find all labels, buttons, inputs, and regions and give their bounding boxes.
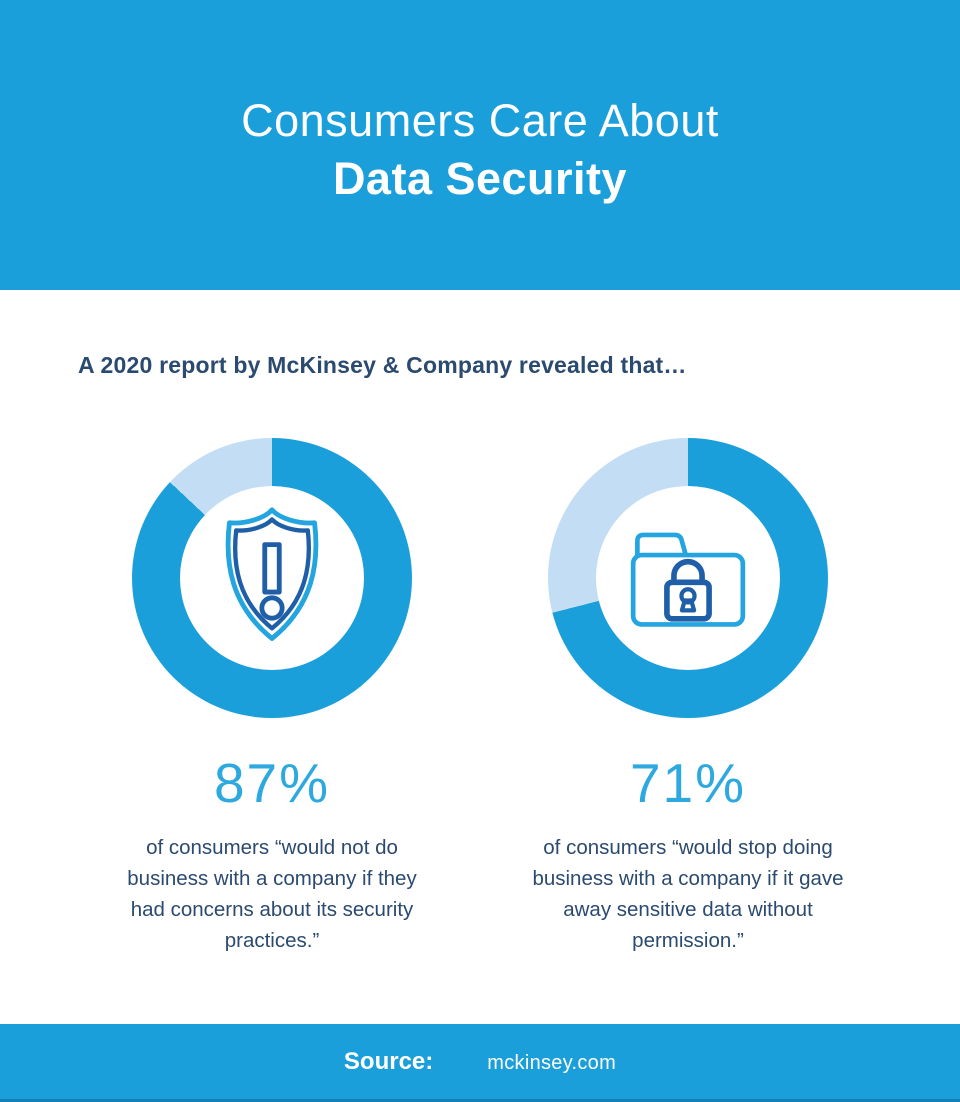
- stat-security-practices: 87% of consumers “would not do business …: [82, 438, 462, 956]
- donut-chart-87: [132, 438, 412, 718]
- shield-alert-icon: [225, 507, 319, 641]
- header-band: Consumers Care About Data Security: [0, 0, 960, 290]
- footer-band: Source: mckinsey.com: [0, 1024, 960, 1102]
- percent-value-71: 71%: [629, 752, 747, 814]
- source-label: Source:: [343, 1048, 434, 1075]
- donut-hole: [180, 486, 364, 670]
- donut-chart-71: [548, 438, 828, 718]
- intro-text: A 2020 report by McKinsey & Company reve…: [78, 352, 687, 378]
- source-value: mckinsey.com: [487, 1052, 617, 1074]
- stat-caption-87: of consumers “would not do business with…: [127, 836, 417, 952]
- donut-hole: [596, 486, 780, 670]
- folder-lock-icon: [630, 532, 746, 627]
- page-title-line-2: Data Security: [332, 153, 628, 204]
- stats-row: 87% of consumers “would not do business …: [0, 438, 960, 956]
- percent-value-87: 87%: [213, 752, 331, 814]
- stat-data-sharing: 71% of consumers “would stop doing busin…: [498, 438, 878, 956]
- stat-caption-71: of consumers “would stop doing business …: [532, 836, 844, 952]
- page-title-line-1: Consumers Care About: [241, 95, 719, 146]
